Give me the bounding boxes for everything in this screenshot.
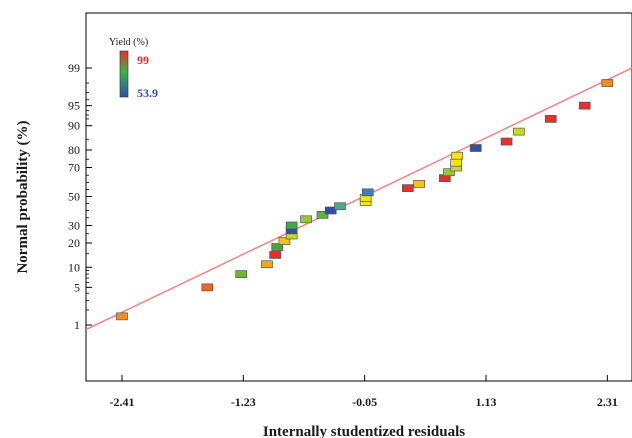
y-tick-label: 30 xyxy=(68,218,80,232)
y-tick-label: 20 xyxy=(68,236,80,250)
data-point xyxy=(324,206,337,215)
data-point xyxy=(201,283,214,292)
data-point xyxy=(269,251,282,259)
legend-max-label: 99 xyxy=(137,53,149,67)
data-point xyxy=(271,243,284,251)
y-axis-ticks: 1 5 10 20 30 50 70 80 90 95 99 xyxy=(68,61,92,332)
x-axis-title: Internally studentized residuals xyxy=(263,424,465,438)
legend-min-label: 53.9 xyxy=(137,86,158,100)
y-axis-title: Normal probability (%) xyxy=(15,120,31,273)
x-tick-label: -2.41 xyxy=(109,395,134,409)
data-point xyxy=(334,202,346,211)
data-point xyxy=(544,115,557,123)
fit-line xyxy=(86,67,632,331)
data-point xyxy=(450,158,463,167)
data-point xyxy=(116,312,128,321)
y-tick-label: 90 xyxy=(68,119,80,133)
data-point xyxy=(285,221,298,230)
y-tick-label: 1 xyxy=(74,318,80,332)
data-point xyxy=(413,180,426,188)
data-point xyxy=(278,237,291,245)
y-tick-label: 99 xyxy=(68,61,80,75)
data-point xyxy=(361,188,374,197)
y-tick-label: 95 xyxy=(68,99,80,113)
x-tick-label: 1.13 xyxy=(475,395,496,409)
data-points xyxy=(116,79,614,321)
x-tick-label: -1.23 xyxy=(231,395,256,409)
data-point xyxy=(469,144,482,152)
data-point xyxy=(261,260,273,269)
x-tick-label: -0.05 xyxy=(352,395,377,409)
data-point xyxy=(316,210,329,219)
x-axis-ticks: -2.41 -1.23 -0.05 1.13 2.31 xyxy=(109,375,618,409)
data-point xyxy=(513,127,525,136)
y-tick-label: 5 xyxy=(74,280,80,294)
y-tick-label: 10 xyxy=(68,260,80,274)
data-point xyxy=(578,101,591,110)
y-tick-label: 70 xyxy=(68,161,80,175)
data-point xyxy=(235,270,248,278)
x-tick-label: 2.31 xyxy=(597,395,618,409)
y-tick-label: 80 xyxy=(68,143,80,157)
data-point xyxy=(500,137,513,146)
data-point xyxy=(401,184,414,193)
y-tick-label: 50 xyxy=(68,190,80,204)
legend-color-bar xyxy=(119,50,129,98)
legend: Yield (%) 99 53.9 xyxy=(109,37,158,100)
legend-title: Yield (%) xyxy=(109,37,148,48)
data-point xyxy=(443,168,455,177)
data-point xyxy=(451,151,464,160)
plot-frame xyxy=(85,12,632,382)
data-point xyxy=(601,79,614,87)
data-point xyxy=(300,215,312,224)
